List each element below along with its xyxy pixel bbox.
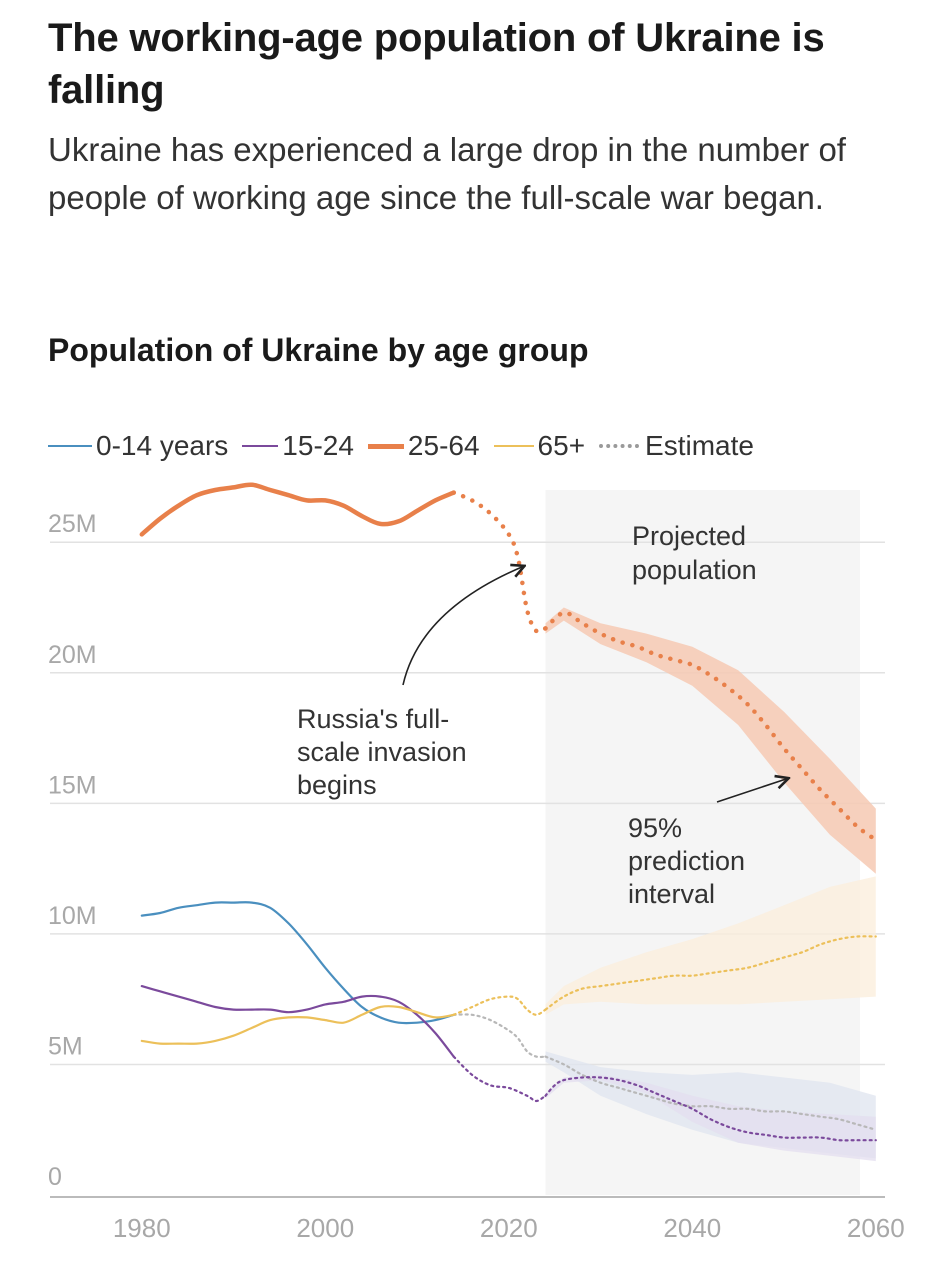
legend-item-15-24: 15-24 [242, 430, 354, 462]
population-chart: 0 5M 10M 15M 20M 25M 1980 2000 2020 2040 2060 Proje… [48, 482, 905, 1243]
legend-item-25-64: 25-64 [367, 430, 480, 462]
annotation-invasion-line: begins [297, 770, 377, 800]
page-title: The working-age population of Ukraine is… [48, 16, 825, 112]
series-line-65- [140, 1005, 455, 1045]
legend-swatch-65-plus [493, 445, 534, 447]
projection-label-line: Projected [632, 521, 746, 551]
annotation-arrow-invasion [402, 567, 523, 686]
annotation-invasion-line: scale invasion [297, 737, 467, 767]
x-tick-label-2040: 2040 [663, 1213, 721, 1243]
series-line-0-14-years [140, 901, 455, 1025]
y-tick-label-15: 15M [48, 771, 97, 799]
x-tick-label-2020: 2020 [480, 1213, 538, 1243]
series-projection-25-64 [543, 610, 879, 843]
series-estimate-0-14-years [452, 1013, 547, 1059]
y-tick-label-25: 25M [48, 510, 97, 538]
legend-label-15-24: 15-24 [282, 430, 354, 461]
series-line-15-24 [140, 985, 455, 1058]
legend-label-25-64: 25-64 [407, 430, 480, 461]
x-tick-label-1980: 1980 [113, 1213, 171, 1243]
legend-item-65-plus: 65+ [493, 430, 586, 462]
legend-item-estimate: Estimate [599, 430, 754, 462]
x-tick-label-2060: 2060 [847, 1213, 905, 1243]
chart-title: Population of Ukraine by age group [48, 332, 589, 368]
interval-band-15-24 [545, 1074, 876, 1162]
annotation-interval: 95% prediction interval [628, 813, 745, 909]
y-tick-label-5: 5M [48, 1032, 83, 1060]
annotation-invasion-line: Russia's full- [297, 704, 449, 734]
projection-label-line: population [632, 555, 757, 585]
chart-legend: 0-14 years 15-24 25-64 65+ Estimate [48, 426, 768, 466]
annotation-arrow-interval [716, 779, 787, 803]
annotation-interval-line: interval [628, 879, 715, 909]
legend-swatch-estimate [599, 444, 640, 448]
legend-label-0-14: 0-14 years [96, 430, 229, 461]
interval-band-65- [545, 876, 876, 1015]
legend-swatch-0-14 [48, 445, 92, 447]
legend-swatch-15-24 [242, 445, 279, 447]
y-tick-label-10: 10M [48, 902, 97, 930]
interval-band-25-64 [545, 607, 876, 874]
legend-label-estimate: Estimate [645, 430, 754, 461]
legend-swatch-25-64 [367, 443, 404, 449]
series-estimate-25-64 [451, 490, 548, 635]
legend-label-65-plus: 65+ [537, 430, 586, 461]
annotation-interval-line: prediction [628, 846, 745, 876]
series-estimate-65- [452, 995, 547, 1016]
y-tick-label-20: 20M [48, 641, 97, 669]
page-subtitle: Ukraine has experienced a large drop in … [48, 131, 846, 216]
x-tick-label-2000: 2000 [296, 1213, 354, 1243]
series-estimate-15-24 [452, 1055, 547, 1103]
series-line-25-64 [139, 482, 456, 537]
series-projection-65- [544, 935, 877, 1011]
series-projection-15-24 [544, 1076, 877, 1142]
y-tick-label-0: 0 [48, 1163, 62, 1191]
projection-label: Projected population [632, 521, 757, 585]
annotation-invasion: Russia's full-scale invasion begins [297, 704, 467, 800]
series-projection-0-14-years [544, 1055, 877, 1131]
legend-item-0-14: 0-14 years [48, 430, 228, 462]
annotation-interval-line: 95% [628, 813, 682, 843]
